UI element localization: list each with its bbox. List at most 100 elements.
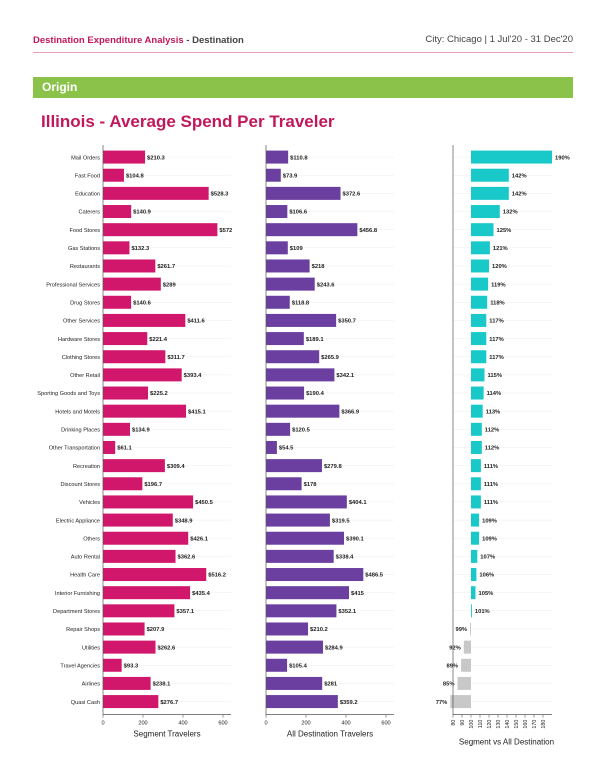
segment-bar (103, 549, 176, 563)
all-destination-bar (266, 622, 309, 636)
all-destination-bar (266, 568, 364, 582)
index-bar (471, 404, 483, 418)
index-bar (471, 168, 509, 182)
segment-axis-title: Segment Travelers (133, 730, 200, 739)
index-tick-label: 130 (496, 720, 502, 729)
report-filters: City: Chicago | 1 Jul'20 - 31 Dec'20 (425, 34, 573, 45)
all-destination-bar (266, 150, 289, 164)
all-destination-value-label: $120.5 (292, 428, 311, 434)
report-title-separator: - (183, 35, 193, 46)
all-destination-bar (266, 549, 334, 563)
index-bar (471, 295, 488, 309)
segment-tick-label: 600 (218, 721, 227, 727)
index-value-label: 115% (488, 373, 503, 379)
index-bar (471, 440, 482, 454)
segment-value-label: $210.3 (147, 155, 166, 161)
segment-bar (103, 404, 187, 418)
segment-value-label: $196.7 (144, 482, 162, 488)
segment-bar (103, 676, 151, 690)
index-value-label: 117% (489, 337, 504, 343)
segment-bar (103, 313, 186, 327)
index-bar (471, 459, 481, 473)
index-value-label: 111% (484, 464, 498, 470)
category-label: Repair Shops (66, 627, 100, 633)
all-destination-bar (266, 277, 315, 291)
all-destination-value-label: $210.2 (310, 627, 328, 633)
segment-tick-label: 400 (178, 721, 187, 727)
index-bar (471, 150, 552, 164)
category-label: Airlines (82, 682, 101, 688)
index-value-label: 190% (555, 155, 570, 161)
index-value-label: 101% (475, 609, 490, 615)
category-label: Other Transportation (49, 446, 100, 452)
category-label: Drug Stores (70, 300, 100, 306)
all-destination-value-label: $110.8 (290, 155, 308, 161)
index-value-label: 120% (492, 264, 507, 270)
segment-bar (103, 568, 207, 582)
segment-value-label: $61.1 (117, 446, 132, 452)
all-destination-bar (266, 223, 358, 237)
index-bar (470, 622, 471, 636)
all-destination-bar (266, 332, 304, 346)
all-destination-bar (266, 531, 345, 545)
index-bar (471, 477, 481, 491)
all-destination-value-label: $54.5 (279, 446, 294, 452)
all-destination-value-label: $118.8 (292, 300, 310, 306)
category-label: Other Services (63, 319, 100, 325)
index-value-label: 112% (485, 446, 500, 452)
segment-value-label: $262.6 (158, 645, 177, 651)
all-destination-bar (266, 386, 305, 400)
index-tick-label: 100 (469, 720, 475, 729)
segment-value-label: $415.1 (188, 409, 207, 415)
all-destination-bar (266, 422, 291, 436)
all-destination-value-label: $338.4 (336, 555, 355, 561)
category-label: Hardware Stores (58, 337, 100, 343)
index-value-label: 107% (480, 555, 495, 561)
segment-value-label: $311.7 (167, 355, 184, 361)
all-destination-value-label: $366.9 (341, 409, 360, 415)
segment-bar (103, 259, 156, 273)
index-axis-title: Segment vs All Destination (459, 738, 554, 747)
index-tick-label: 120 (487, 720, 493, 729)
index-value-label: 118% (490, 300, 505, 306)
all-destination-value-label: $486.5 (365, 573, 384, 579)
index-bar (471, 332, 487, 346)
segment-bar (103, 332, 148, 346)
segment-tick-label: 200 (138, 721, 147, 727)
segment-value-label: $134.9 (132, 428, 151, 434)
index-bar (457, 676, 471, 690)
category-label: Others (83, 536, 100, 542)
all-destination-bar (266, 168, 281, 182)
index-bar (471, 586, 476, 600)
all-destination-value-label: $415 (351, 591, 365, 597)
segment-value-label: $104.8 (126, 173, 145, 179)
segment-bar (103, 513, 173, 527)
index-tick-label: 150 (514, 720, 520, 729)
index-value-label: 106% (479, 573, 494, 579)
all-destination-value-label: $243.6 (317, 282, 336, 288)
all-destination-bar (266, 350, 320, 364)
category-label: Clothing Stores (62, 355, 100, 361)
segment-value-label: $393.4 (184, 373, 203, 379)
index-bar (471, 549, 478, 563)
index-value-label: 114% (487, 391, 502, 397)
segment-bar (103, 295, 132, 309)
all-destination-value-label: $189.1 (306, 337, 325, 343)
segment-value-label: $362.6 (178, 555, 197, 561)
category-label: Vehicles (79, 500, 100, 506)
category-label: Fast Food (75, 173, 100, 179)
category-label: Gas Stations (68, 246, 100, 252)
segment-bar (103, 223, 218, 237)
index-bar (471, 277, 489, 291)
segment-value-label: $289 (163, 282, 177, 288)
all-destination-bar (266, 186, 341, 200)
all-destination-tick-label: 600 (381, 721, 390, 727)
index-bar (471, 495, 481, 509)
segment-value-label: $93.3 (124, 663, 139, 669)
category-label: Caterers (79, 210, 101, 216)
segment-tick-label: 0 (101, 721, 104, 727)
segment-value-label: $140.6 (133, 300, 152, 306)
category-label: Department Stores (53, 609, 100, 615)
category-label: Food Stores (70, 228, 101, 234)
segment-bar (103, 477, 143, 491)
